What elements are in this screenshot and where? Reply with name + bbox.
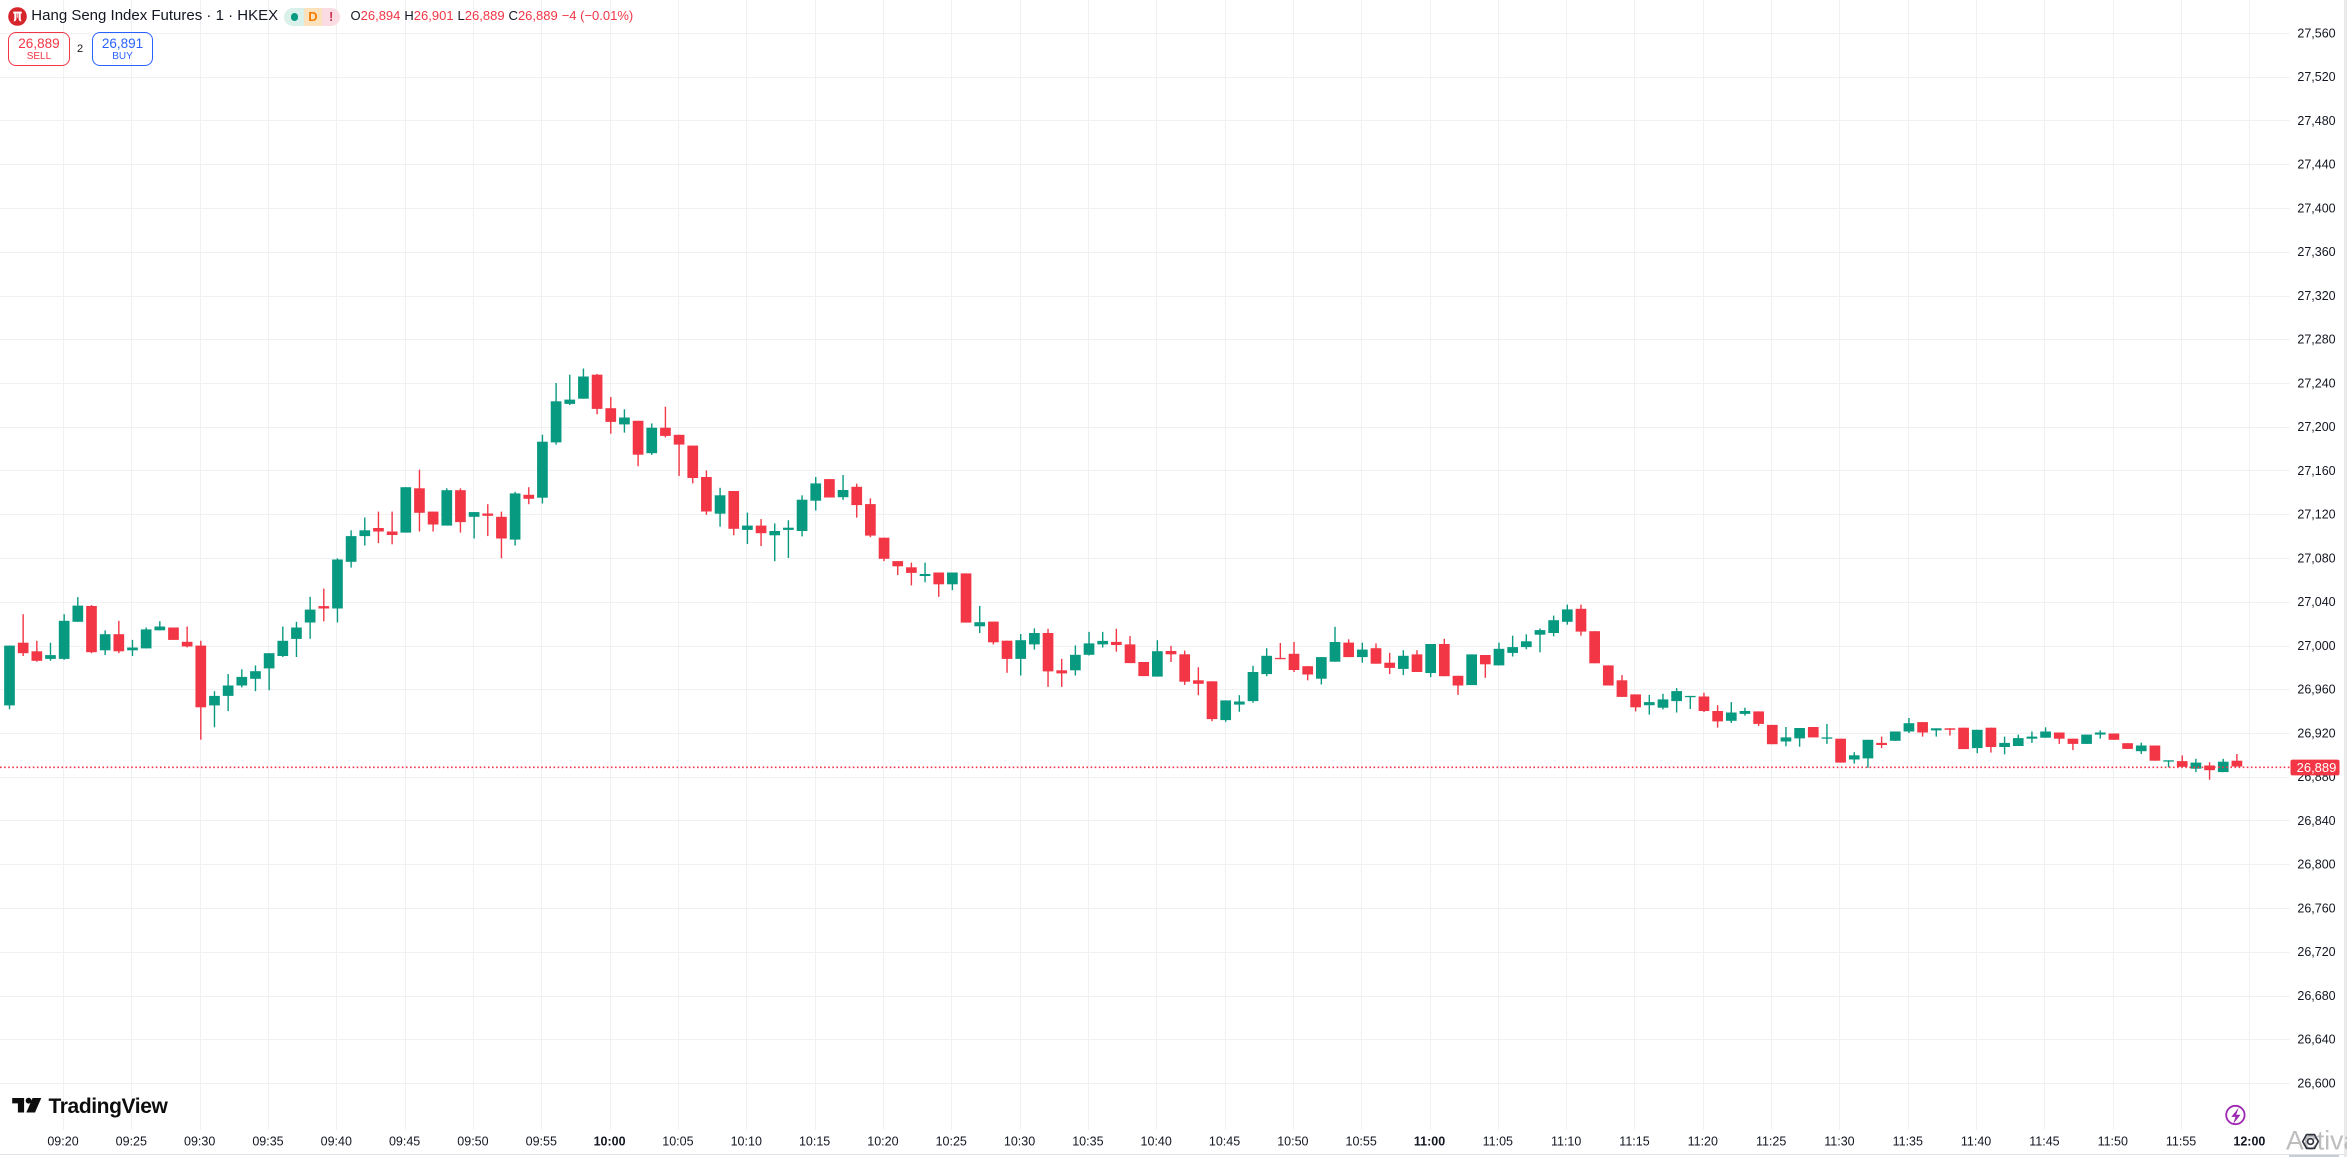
- svg-text:11:45: 11:45: [2029, 1134, 2059, 1148]
- svg-text:27,440: 27,440: [2297, 158, 2335, 172]
- svg-text:27,400: 27,400: [2297, 201, 2335, 215]
- svg-text:26,889: 26,889: [2297, 760, 2337, 775]
- svg-text:09:40: 09:40: [321, 1134, 352, 1148]
- svg-text:26,720: 26,720: [2297, 945, 2335, 959]
- svg-text:10:40: 10:40: [1141, 1134, 1172, 1148]
- svg-text:11:20: 11:20: [1688, 1134, 1718, 1148]
- svg-text:26,840: 26,840: [2297, 814, 2335, 828]
- svg-text:27,000: 27,000: [2297, 639, 2335, 653]
- svg-text:26,640: 26,640: [2297, 1033, 2335, 1047]
- svg-text:10:00: 10:00: [594, 1134, 626, 1148]
- svg-text:09:30: 09:30: [184, 1134, 215, 1148]
- svg-text:10:50: 10:50: [1277, 1134, 1308, 1148]
- svg-text:10:55: 10:55: [1346, 1134, 1377, 1148]
- svg-text:26,960: 26,960: [2297, 683, 2335, 697]
- svg-text:11:50: 11:50: [2098, 1134, 2128, 1148]
- svg-text:10:30: 10:30: [1004, 1134, 1035, 1148]
- svg-text:26,680: 26,680: [2297, 989, 2335, 1003]
- svg-text:10:15: 10:15: [799, 1134, 830, 1148]
- svg-text:10:05: 10:05: [662, 1134, 693, 1148]
- svg-text:11:40: 11:40: [1961, 1134, 1991, 1148]
- svg-text:12:00: 12:00: [2233, 1134, 2265, 1148]
- svg-text:10:25: 10:25: [936, 1134, 967, 1148]
- svg-text:10:35: 10:35: [1072, 1134, 1103, 1148]
- svg-text:27,240: 27,240: [2297, 376, 2335, 390]
- svg-text:27,160: 27,160: [2297, 464, 2335, 478]
- svg-text:10:10: 10:10: [731, 1134, 762, 1148]
- svg-text:27,520: 27,520: [2297, 70, 2335, 84]
- svg-text:11:05: 11:05: [1483, 1134, 1513, 1148]
- svg-text:09:20: 09:20: [47, 1134, 78, 1148]
- svg-text:11:10: 11:10: [1551, 1134, 1581, 1148]
- svg-text:TradingView: TradingView: [49, 1095, 169, 1118]
- svg-text:11:25: 11:25: [1756, 1134, 1786, 1148]
- svg-text:27,120: 27,120: [2297, 508, 2335, 522]
- svg-text:27,480: 27,480: [2297, 114, 2335, 128]
- svg-text:27,080: 27,080: [2297, 551, 2335, 565]
- svg-text:10:20: 10:20: [867, 1134, 898, 1148]
- svg-text:11:35: 11:35: [1893, 1134, 1923, 1148]
- svg-text:09:45: 09:45: [389, 1134, 420, 1148]
- svg-text:Activate Win: Activate Win: [2286, 1126, 2347, 1156]
- svg-text:09:55: 09:55: [526, 1134, 557, 1148]
- svg-text:27,280: 27,280: [2297, 333, 2335, 347]
- svg-text:11:15: 11:15: [1619, 1134, 1649, 1148]
- svg-text:26,920: 26,920: [2297, 726, 2335, 740]
- svg-text:11:00: 11:00: [1414, 1134, 1445, 1148]
- svg-text:26,760: 26,760: [2297, 901, 2335, 915]
- svg-text:09:50: 09:50: [457, 1134, 488, 1148]
- svg-text:26,600: 26,600: [2297, 1076, 2335, 1090]
- svg-text:27,360: 27,360: [2297, 245, 2335, 259]
- svg-text:11:30: 11:30: [1824, 1134, 1854, 1148]
- svg-text:11:55: 11:55: [2166, 1134, 2196, 1148]
- svg-text:27,200: 27,200: [2297, 420, 2335, 434]
- svg-text:27,560: 27,560: [2297, 26, 2335, 40]
- svg-text:09:25: 09:25: [116, 1134, 147, 1148]
- svg-text:27,320: 27,320: [2297, 289, 2335, 303]
- svg-text:09:35: 09:35: [252, 1134, 283, 1148]
- svg-text:26,800: 26,800: [2297, 858, 2335, 872]
- svg-text:10:45: 10:45: [1209, 1134, 1240, 1148]
- svg-text:27,040: 27,040: [2297, 595, 2335, 609]
